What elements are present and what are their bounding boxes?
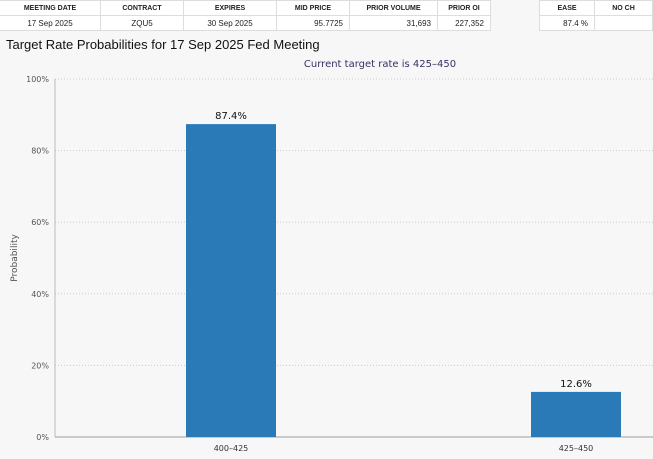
cell-ease: 87.4 % — [539, 15, 595, 31]
y-tick-label: 60% — [31, 218, 49, 227]
x-tick-label: 400–425 — [214, 444, 249, 453]
y-tick-label: 80% — [31, 147, 49, 156]
y-tick-label: 0% — [36, 433, 49, 442]
chart-subtitle: Current target rate is 425–450 — [304, 59, 456, 70]
bar-400–425[interactable] — [186, 124, 276, 437]
probability-table: EASE NO CH 87.4 % — [539, 0, 653, 31]
contract-table: MEETING DATE CONTRACT EXPIRES MID PRICE … — [0, 0, 491, 31]
y-tick-label: 40% — [31, 290, 49, 299]
y-tick-label: 100% — [26, 75, 49, 84]
cell-no-change — [594, 15, 653, 31]
data-label: 12.6% — [560, 379, 592, 390]
cell-prior-volume: 31,693 — [349, 15, 438, 31]
cell-prior-oi: 227,352 — [437, 15, 491, 31]
chart-title: Target Rate Probabilities for 17 Sep 202… — [6, 37, 320, 52]
bar-425–450[interactable] — [531, 391, 621, 437]
x-tick-label: 425–450 — [559, 444, 594, 453]
y-tick-label: 20% — [31, 361, 49, 370]
y-axis-label: Probability — [10, 234, 20, 282]
data-label: 87.4% — [215, 111, 247, 122]
